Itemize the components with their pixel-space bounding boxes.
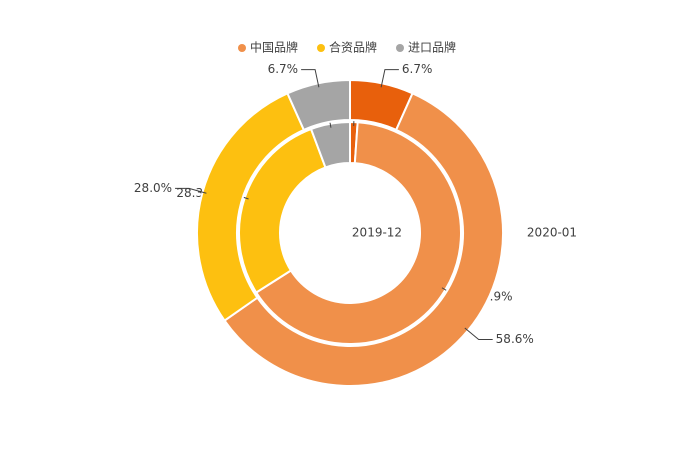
legend: 中国品牌 合资品牌 进口品牌 (238, 40, 456, 55)
slice (254, 121, 462, 345)
data-label: 58.6% (496, 332, 534, 346)
leader-line (380, 69, 399, 88)
slice (223, 92, 504, 387)
legend-marker (396, 44, 404, 52)
slice (309, 120, 351, 169)
leader-line (175, 187, 207, 194)
series-label: 2019-12 (352, 226, 402, 240)
leader-line (464, 327, 493, 340)
legend-label: 中国品牌 (250, 40, 298, 55)
leader-line (301, 69, 320, 88)
slice (286, 78, 351, 132)
data-label: 6.7% (268, 62, 299, 76)
slice (238, 127, 327, 294)
legend-marker (238, 44, 246, 52)
legend-label: 进口品牌 (408, 41, 456, 55)
data-label: 6.7% (402, 62, 433, 76)
legend-marker (317, 44, 325, 52)
series-label: 2020-01 (527, 226, 577, 240)
data-label: 28.0% (134, 181, 172, 195)
legend-label: 合资品牌 (329, 40, 377, 55)
